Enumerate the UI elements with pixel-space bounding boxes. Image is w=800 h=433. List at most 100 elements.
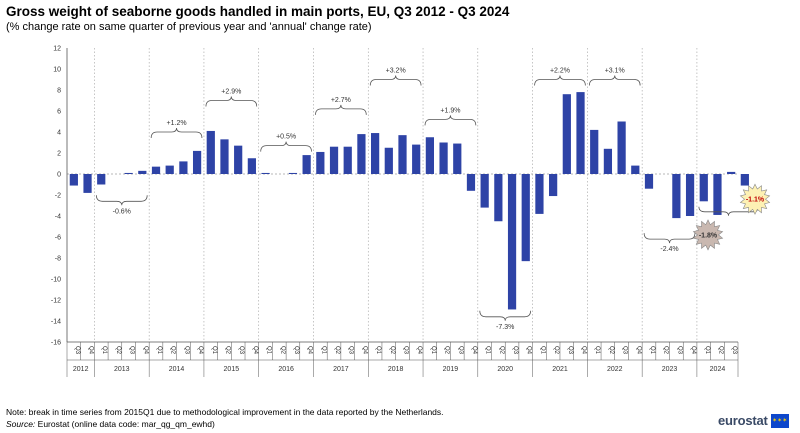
- quarter-label: Q3: [731, 346, 737, 355]
- year-label: 2018: [388, 366, 404, 373]
- quarter-label: Q3: [348, 346, 354, 355]
- bar: [727, 171, 736, 174]
- quarter-label: Q3: [403, 346, 409, 355]
- quarter-label: Q1: [430, 346, 436, 355]
- logo-text: eurostat: [718, 413, 768, 428]
- year-label: 2021: [552, 366, 568, 373]
- bar: [590, 129, 599, 174]
- quarter-label: Q2: [717, 346, 723, 355]
- annual-rate-brace: [260, 141, 312, 152]
- annual-rate-label: +0.5%: [276, 134, 296, 141]
- bar: [562, 94, 571, 174]
- quarter-label: Q3: [512, 346, 518, 355]
- bar: [234, 145, 243, 174]
- annual-rate-label: +2.2%: [550, 68, 570, 75]
- quarter-label: Q2: [224, 346, 230, 355]
- year-label: 2013: [114, 366, 130, 373]
- source-label: Source:: [6, 419, 36, 429]
- quarter-label: Q4: [690, 346, 696, 355]
- quarter-label: Q3: [129, 346, 135, 355]
- y-tick-label: 12: [53, 46, 61, 53]
- eu-flag-icon: ✶✶✶: [770, 413, 789, 428]
- year-label: 2022: [607, 366, 623, 373]
- annual-rate-brace: [95, 195, 148, 206]
- quarter-label: Q2: [663, 346, 669, 355]
- annual-rate-label: +2.9%: [221, 89, 241, 96]
- y-tick-label: 6: [57, 109, 61, 116]
- y-tick-label: 10: [53, 67, 61, 74]
- quarter-label: Q4: [142, 346, 148, 355]
- y-tick-label: -8: [55, 256, 61, 263]
- bar: [165, 165, 174, 174]
- bar: [316, 151, 325, 174]
- annual-rate-label: +3.1%: [605, 68, 625, 75]
- bar-chart: -16 -14 -12 -10 -8 -6 -4 -2 0 2 4 6 8 10 12 Q3 Q4 Q1 Q2 Q3 Q…: [51, 46, 771, 377]
- bar: [672, 174, 681, 219]
- quarter-label: Q1: [211, 346, 217, 355]
- quarter-label: Q4: [581, 346, 587, 355]
- annual-rate-brace: [150, 127, 203, 139]
- bar: [494, 174, 503, 222]
- chart-title: Gross weight of seaborne goods handled i…: [6, 4, 510, 19]
- bar: [631, 165, 640, 174]
- source-text: Eurostat (online data code: mar_qg_qm_ew…: [35, 419, 215, 429]
- y-tick-label: -10: [51, 277, 61, 284]
- eurostat-logo: eurostat ✶✶✶: [718, 413, 789, 428]
- quarter-label: Q2: [608, 346, 614, 355]
- bar: [138, 170, 147, 174]
- bar: [466, 174, 476, 191]
- bar: [97, 174, 106, 185]
- year-label: 2023: [662, 366, 678, 373]
- quarter-label: Q1: [375, 346, 381, 355]
- bar: [329, 146, 339, 174]
- y-tick-label: -16: [51, 340, 61, 347]
- quarter-label: Q2: [553, 346, 559, 355]
- annual-rate-brace: [643, 233, 696, 244]
- bar: [412, 144, 421, 174]
- bar: [521, 174, 530, 262]
- bar: [549, 174, 558, 197]
- chart-subtitle: (% change rate on same quarter of previo…: [6, 21, 372, 33]
- quarter-label: Q3: [74, 346, 80, 355]
- annual-rate-label: -7.3%: [496, 324, 514, 331]
- quarter-label: Q3: [457, 346, 463, 355]
- callout-star: [739, 183, 771, 215]
- bar: [179, 161, 188, 174]
- bar: [453, 143, 462, 174]
- annual-rate-label: +2.7%: [331, 97, 351, 104]
- year-label: 2024: [710, 366, 726, 373]
- quarter-label: Q2: [444, 346, 450, 355]
- y-tick-label: 4: [57, 130, 61, 137]
- callout-star: [692, 219, 724, 251]
- bar: [507, 174, 517, 310]
- year-label: 2015: [224, 366, 240, 373]
- quarter-label: Q4: [197, 346, 203, 355]
- quarter-label: Q2: [170, 346, 176, 355]
- bar: [151, 166, 161, 174]
- bar: [384, 147, 393, 174]
- year-label: 2014: [169, 366, 185, 373]
- quarter-label: Q1: [101, 346, 107, 355]
- annual-rate-label: +1.2%: [167, 120, 187, 127]
- y-tick-label: 0: [57, 172, 61, 179]
- quarter-label: Q4: [526, 346, 532, 355]
- bar: [576, 92, 585, 174]
- bar: [603, 148, 613, 174]
- quarter-label: Q4: [252, 346, 258, 355]
- bar: [535, 174, 544, 214]
- quarter-label: Q4: [416, 346, 422, 355]
- y-tick-label: -14: [51, 319, 61, 326]
- annual-rate-brace: [205, 96, 258, 107]
- bar: [192, 150, 202, 174]
- annual-rate-brace: [588, 75, 641, 86]
- quarter-label: Q4: [88, 346, 94, 355]
- year-label: 2019: [443, 366, 459, 373]
- bar: [644, 174, 654, 189]
- bar: [439, 142, 448, 174]
- annual-rate-brace: [369, 75, 422, 86]
- annual-rate-brace: [479, 310, 531, 321]
- bar: [371, 133, 380, 174]
- bar: [302, 155, 311, 174]
- quarter-label: Q1: [704, 346, 710, 355]
- y-tick-label: 2: [57, 151, 61, 158]
